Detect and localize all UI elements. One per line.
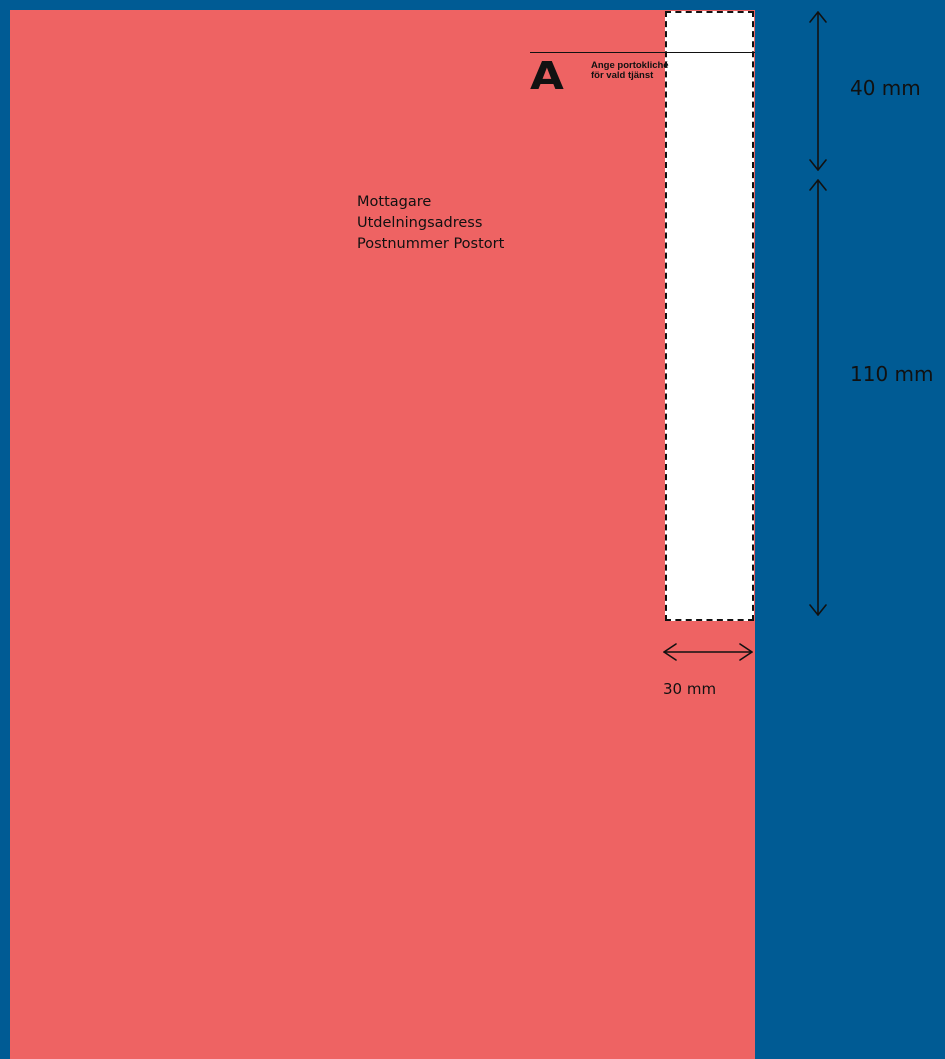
address-line-street: Utdelningsadress <box>357 215 483 231</box>
dimension-label-110mm: 110 mm <box>850 362 934 386</box>
arrow-110mm-icon <box>809 179 827 616</box>
a-priority-mark-icon: A <box>530 54 564 98</box>
stamp-instruction-line-1: Ange portokliché <box>591 60 669 71</box>
stamp-instruction: Ange portokliché för vald tjänst <box>591 61 669 81</box>
dimension-label-30mm: 30 mm <box>663 680 717 698</box>
address-line-postal: Postnummer Postort <box>357 236 505 252</box>
dimension-label-40mm: 40 mm <box>850 76 921 100</box>
clear-zone <box>665 11 754 621</box>
stamp-rule-line <box>530 52 755 53</box>
address-line-recipient: Mottagare <box>357 194 432 210</box>
recipient-address: Mottagare Utdelningsadress Postnummer Po… <box>357 192 504 255</box>
stamp-instruction-line-2: för vald tjänst <box>591 70 654 81</box>
arrow-40mm-icon <box>809 11 827 171</box>
envelope <box>10 10 755 1059</box>
